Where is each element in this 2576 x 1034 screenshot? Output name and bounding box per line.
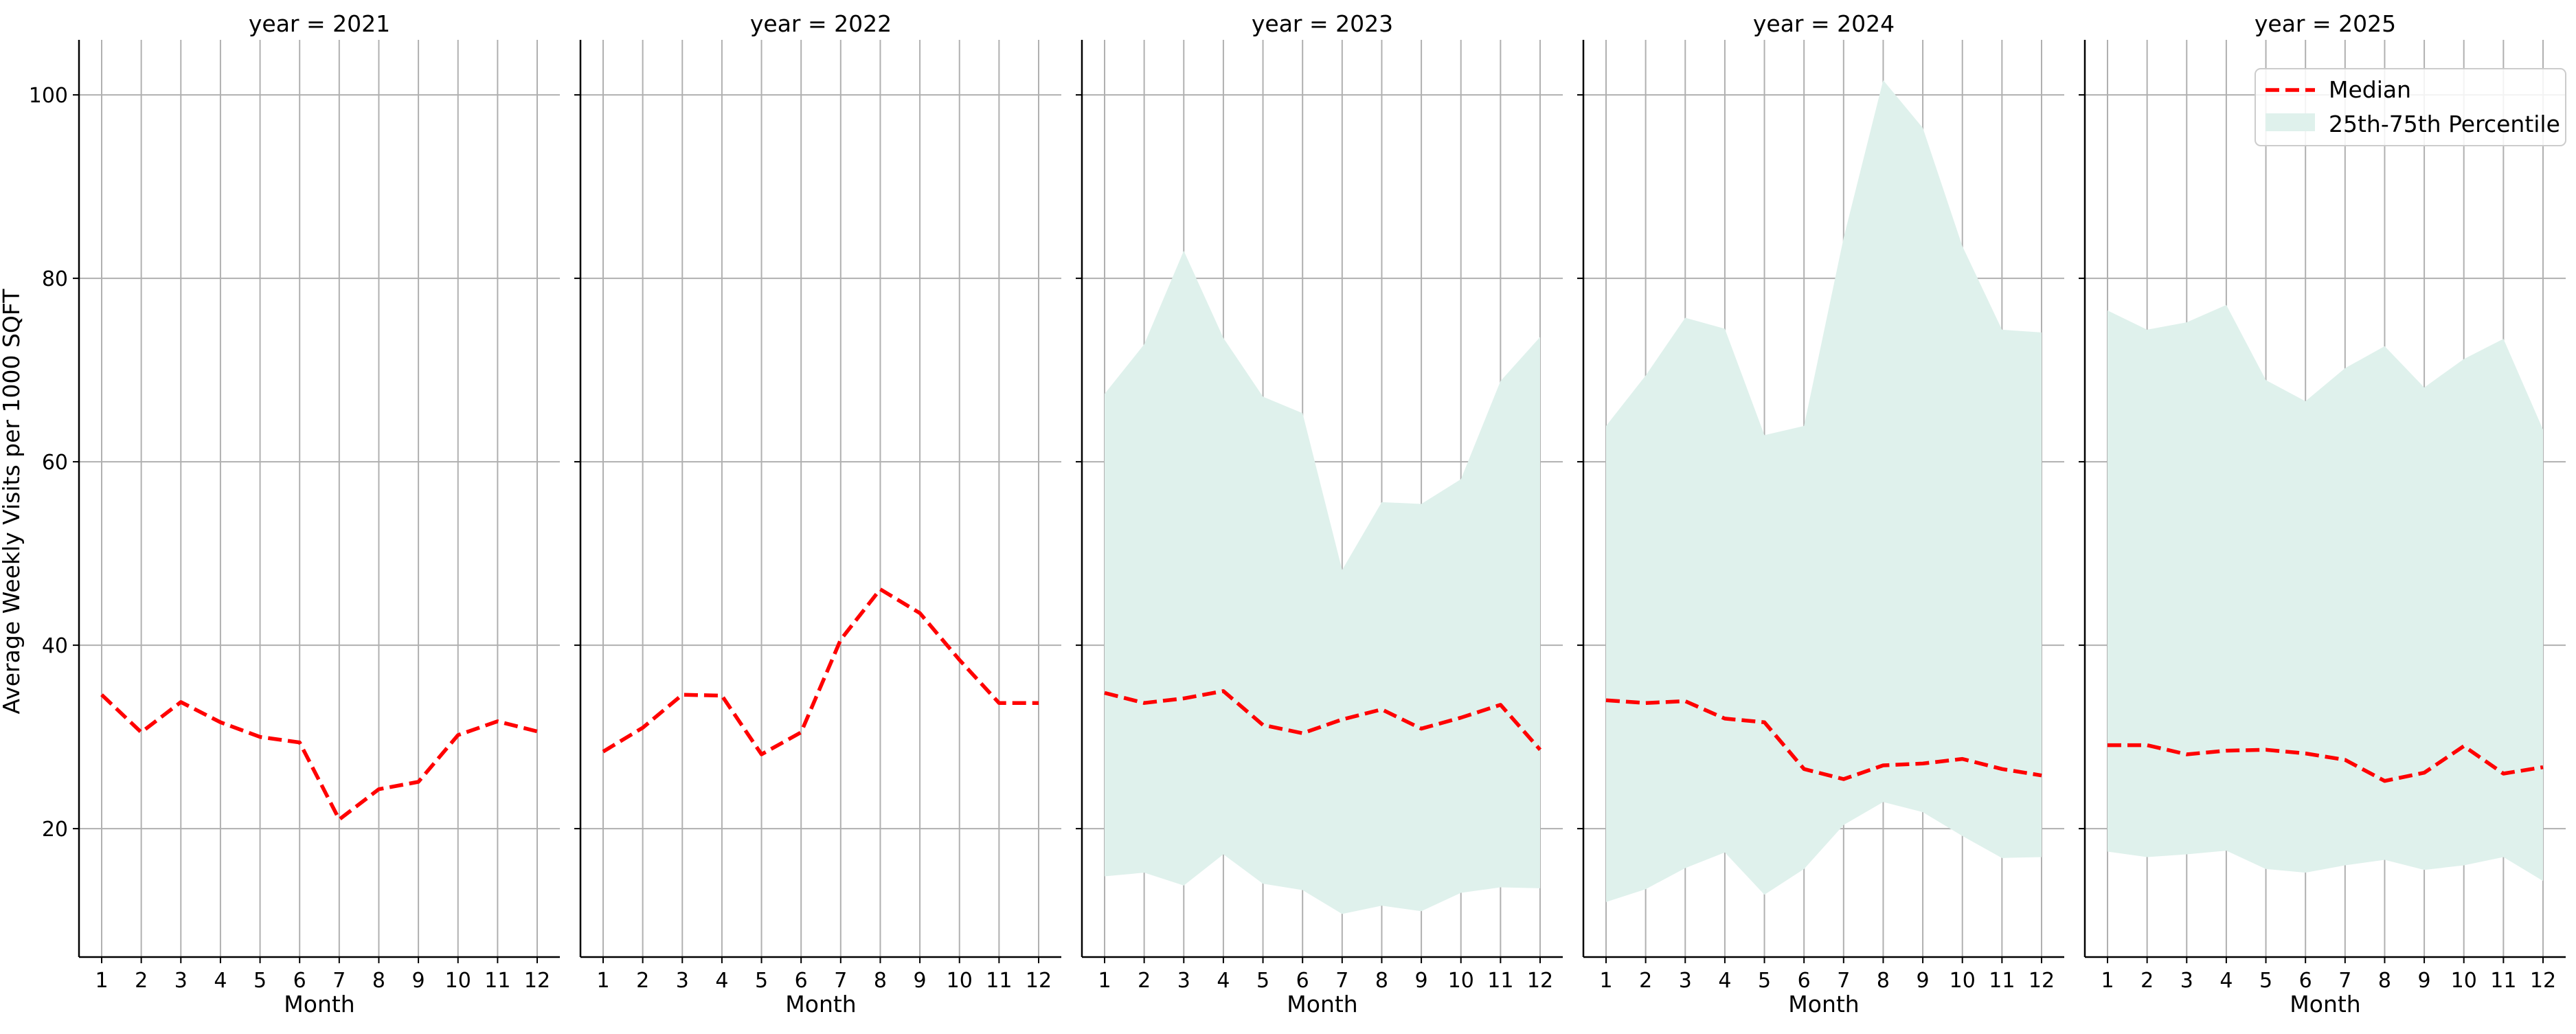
- x-tick-label: 8: [874, 969, 887, 993]
- x-tick-label: 5: [2259, 969, 2272, 993]
- x-tick-label: 3: [2180, 969, 2193, 993]
- x-tick-label: 1: [1599, 969, 1612, 993]
- y-tick-label: 80: [42, 267, 68, 291]
- x-tick-label: 4: [214, 969, 227, 993]
- legend-band-swatch: [2266, 113, 2315, 131]
- x-tick-label: 7: [834, 969, 847, 993]
- percentile-band: [1105, 251, 1540, 914]
- median-line: [100, 693, 538, 822]
- x-tick-label: 3: [1177, 969, 1190, 993]
- x-tick-label: 4: [715, 969, 728, 993]
- x-tick-label: 6: [795, 969, 808, 993]
- x-tick-label: 8: [2378, 969, 2391, 993]
- x-tick-label: 6: [1296, 969, 1309, 993]
- x-tick-label: 6: [2299, 969, 2312, 993]
- x-axis-label: Month: [284, 991, 354, 1018]
- x-tick-label: 12: [2029, 969, 2055, 993]
- legend: Median 25th-75th Percentile: [2255, 68, 2566, 146]
- x-tick-label: 11: [1989, 969, 2015, 993]
- x-tick-label: 9: [412, 969, 425, 993]
- x-tick-label: 10: [1950, 969, 1976, 993]
- x-tick-label: 12: [1527, 969, 1553, 993]
- x-tick-label: 2: [135, 969, 148, 993]
- median-line: [1104, 689, 1542, 752]
- x-tick-label: 4: [1718, 969, 1731, 993]
- x-tick-label: 8: [372, 969, 385, 993]
- x-tick-label: 7: [1837, 969, 1850, 993]
- y-tick-label: 100: [29, 84, 68, 108]
- panel-title: year = 2022: [750, 10, 892, 37]
- x-tick-label: 1: [2101, 969, 2114, 993]
- x-tick-label: 2: [636, 969, 649, 993]
- x-tick-label: 9: [1917, 969, 1930, 993]
- x-tick-label: 9: [1415, 969, 1428, 993]
- panel-title: year = 2024: [1753, 10, 1895, 37]
- x-tick-label: 1: [1098, 969, 1111, 993]
- median-line: [602, 587, 1039, 756]
- x-tick-label: 11: [484, 969, 510, 993]
- y-tick-label: 20: [42, 818, 68, 842]
- x-tick-label: 12: [1026, 969, 1052, 993]
- x-tick-label: 12: [524, 969, 550, 993]
- x-tick-label: 1: [95, 969, 108, 993]
- x-axis-label: Month: [785, 991, 856, 1018]
- x-tick-label: 6: [293, 969, 306, 993]
- panel-title: year = 2021: [249, 10, 390, 37]
- x-tick-label: 12: [2530, 969, 2556, 993]
- legend-frame: [2255, 68, 2566, 146]
- x-tick-label: 7: [1335, 969, 1348, 993]
- x-tick-label: 2: [2140, 969, 2154, 993]
- x-axis-label: Month: [2290, 991, 2360, 1018]
- panel-title: year = 2023: [1252, 10, 1393, 37]
- x-tick-label: 5: [1256, 969, 1269, 993]
- x-tick-label: 7: [2338, 969, 2351, 993]
- median-line: [1605, 698, 2042, 781]
- x-tick-label: 11: [2490, 969, 2516, 993]
- x-tick-label: 11: [986, 969, 1012, 993]
- x-tick-label: 10: [2451, 969, 2477, 993]
- legend-band-label: 25th-75th Percentile: [2329, 111, 2560, 137]
- x-tick-label: 5: [253, 969, 267, 993]
- x-tick-label: 6: [1798, 969, 1811, 993]
- y-axis-label: Average Weekly Visits per 1000 SQFT: [0, 289, 25, 715]
- x-tick-label: 4: [2219, 969, 2233, 993]
- x-tick-label: 2: [1639, 969, 1652, 993]
- percentile-band: [1606, 80, 2042, 902]
- x-tick-label: 3: [1679, 969, 1692, 993]
- x-tick-label: 11: [1487, 969, 1513, 993]
- x-tick-label: 10: [445, 969, 471, 993]
- x-tick-label: 7: [332, 969, 346, 993]
- x-tick-label: 8: [1877, 969, 1890, 993]
- legend-median-label: Median: [2329, 76, 2411, 103]
- x-axis-label: Month: [1788, 991, 1859, 1018]
- x-tick-label: 10: [1448, 969, 1474, 993]
- median-line: [2108, 743, 2544, 783]
- x-tick-label: 8: [1375, 969, 1388, 993]
- x-tick-label: 9: [914, 969, 927, 993]
- x-tick-label: 9: [2418, 969, 2431, 993]
- x-tick-label: 2: [1138, 969, 1151, 993]
- percentile-band: [2108, 304, 2543, 881]
- x-tick-label: 5: [1758, 969, 1771, 993]
- y-tick-label: 40: [42, 634, 68, 658]
- x-tick-label: 4: [1217, 969, 1230, 993]
- x-tick-label: 5: [755, 969, 768, 993]
- panel-title: year = 2025: [2255, 10, 2396, 37]
- x-tick-label: 10: [947, 969, 973, 993]
- x-axis-label: Month: [1287, 991, 1357, 1018]
- x-tick-label: 3: [174, 969, 188, 993]
- x-tick-label: 3: [676, 969, 689, 993]
- x-tick-label: 1: [596, 969, 609, 993]
- y-tick-label: 60: [42, 451, 68, 475]
